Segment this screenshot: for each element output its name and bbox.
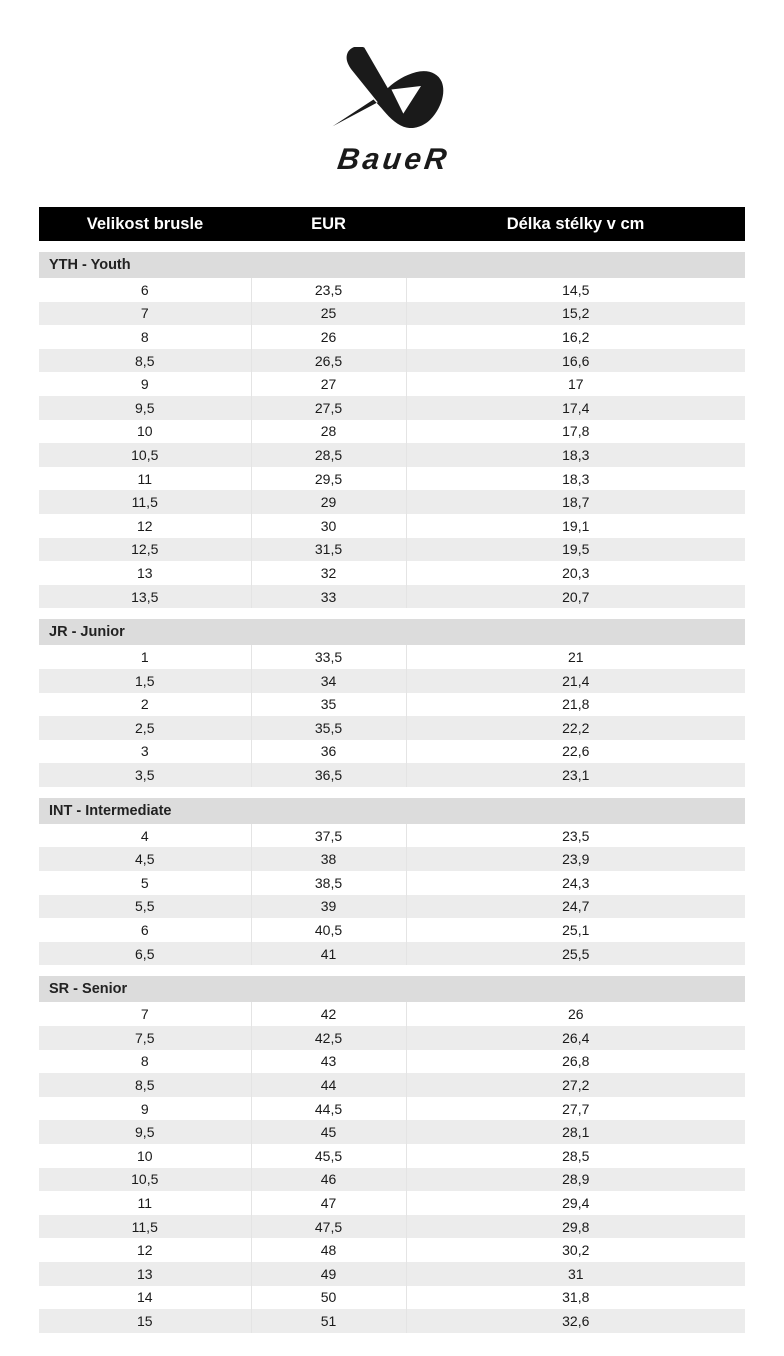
svg-text:BaueR: BaueR	[336, 144, 452, 176]
